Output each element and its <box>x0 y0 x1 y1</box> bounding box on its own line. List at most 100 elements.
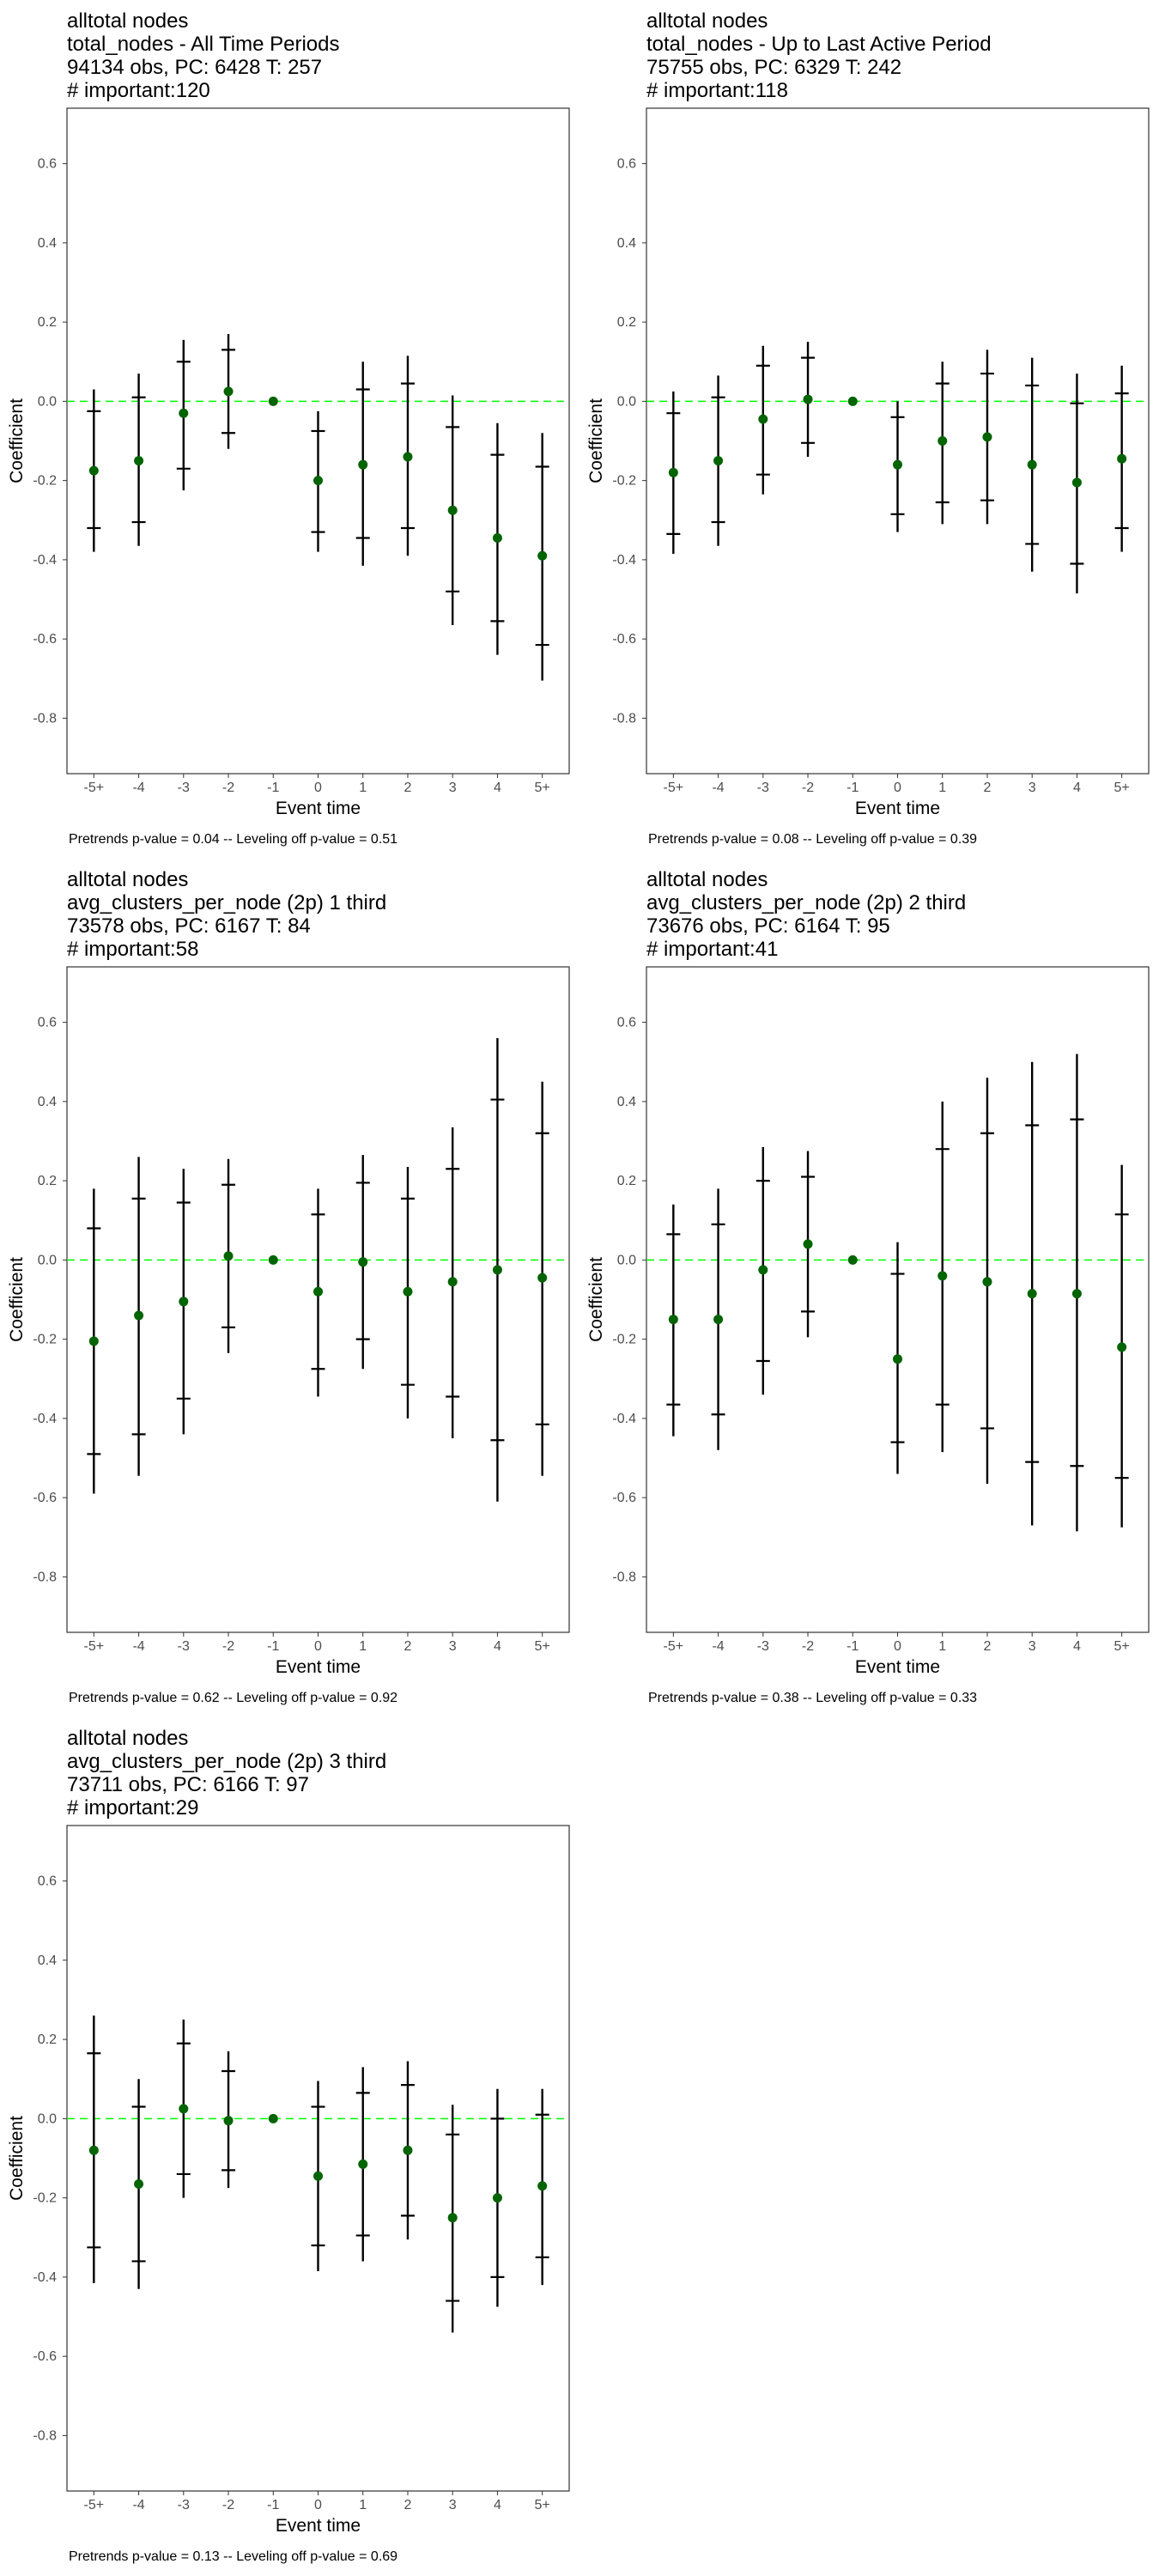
chart-title-line: # important:120 <box>67 79 210 102</box>
coefficient-point <box>179 1297 189 1307</box>
chart-title-line: avg_clusters_per_node (2p) 2 third <box>646 891 966 914</box>
coefficient-point <box>1027 459 1037 470</box>
chart-title-line: 75755 obs, PC: 6329 T: 242 <box>646 56 901 79</box>
x-tick-label: 5+ <box>535 2498 550 2512</box>
coefficient-point <box>88 2145 99 2155</box>
x-axis-title: Event time <box>276 1657 361 1677</box>
x-tick-label: 4 <box>494 2498 501 2512</box>
x-tick-label: -1 <box>846 781 859 795</box>
coefficient-point <box>358 1257 368 1267</box>
x-tick-label: -4 <box>132 2498 144 2512</box>
x-tick-label: -1 <box>846 1639 859 1654</box>
coefficient-point <box>847 1255 858 1265</box>
coefficient-point <box>223 2116 234 2126</box>
x-tick-label: -5+ <box>664 781 684 795</box>
x-tick-label: -4 <box>712 781 724 795</box>
y-tick-label: -0.2 <box>612 474 636 489</box>
y-axis-title: Coefficient <box>586 1257 606 1342</box>
chart-title-line: # important:41 <box>646 938 778 961</box>
x-tick-label: -2 <box>802 1639 814 1654</box>
chart-title-line: total_nodes - All Time Periods <box>67 33 340 56</box>
coefficient-point <box>758 1265 768 1275</box>
x-tick-label: 4 <box>494 781 501 795</box>
y-tick-label: -0.4 <box>612 1412 636 1426</box>
x-tick-label: 3 <box>1029 781 1036 795</box>
y-tick-label: 0.4 <box>38 1953 57 1968</box>
coefficient-point <box>668 467 678 477</box>
x-tick-label: 0 <box>894 1639 901 1654</box>
y-tick-label: -0.6 <box>33 632 57 647</box>
coefficient-point <box>88 465 99 476</box>
x-tick-label: 4 <box>1073 781 1081 795</box>
x-tick-label: 3 <box>449 2498 457 2512</box>
chart-title-line: # important:58 <box>67 938 198 961</box>
x-tick-label: -3 <box>178 2498 190 2512</box>
coefficient-point <box>713 1315 724 1325</box>
coefficient-point <box>134 1310 144 1321</box>
coefficient-point <box>803 394 813 404</box>
y-tick-label: -0.2 <box>33 2191 57 2206</box>
x-tick-label: 5+ <box>535 781 550 795</box>
y-tick-label: -0.8 <box>33 711 57 726</box>
coefficient-point <box>847 396 858 406</box>
x-tick-label: -1 <box>267 1639 279 1654</box>
x-tick-label: -3 <box>178 781 190 795</box>
coefficient-point <box>1071 1289 1082 1299</box>
coefficient-plot-panel: alltotal nodes avg_clusters_per_node (2p)… <box>0 859 575 1717</box>
coefficient-point <box>447 2213 458 2223</box>
coefficient-point <box>713 456 724 466</box>
x-tick-label: 2 <box>404 2498 412 2512</box>
x-tick-label: -5+ <box>84 781 105 795</box>
coefficient-point <box>403 1286 413 1297</box>
coefficient-plot-panel: alltotal nodes avg_clusters_per_node (2p)… <box>0 1717 575 2576</box>
x-tick-label: -3 <box>757 781 769 795</box>
coefficient-point <box>1117 453 1127 464</box>
x-tick-label: 1 <box>359 781 367 795</box>
x-tick-label: 4 <box>1073 1639 1081 1654</box>
chart-title-line: alltotal nodes <box>646 868 768 891</box>
coefficient-point <box>223 386 234 397</box>
y-tick-label: 0.2 <box>617 315 636 330</box>
x-axis-title: Event time <box>855 1657 940 1677</box>
y-tick-label: -0.8 <box>612 711 636 726</box>
coefficient-point <box>447 1277 458 1287</box>
coefficient-plot-panel: alltotal nodes total_nodes - All Time Per… <box>0 0 575 859</box>
x-tick-label: -1 <box>267 2498 279 2512</box>
y-tick-label: -0.8 <box>33 2428 57 2443</box>
x-tick-label: 1 <box>359 2498 367 2512</box>
x-tick-label: -5+ <box>664 1639 684 1654</box>
y-tick-label: 0.2 <box>38 2032 57 2047</box>
coefficient-point <box>758 414 768 424</box>
y-axis-title: Coefficient <box>7 398 27 483</box>
y-tick-label: -0.4 <box>33 553 57 568</box>
coefficient-point <box>179 408 189 418</box>
x-tick-label: 3 <box>449 781 457 795</box>
y-tick-label: 0.4 <box>38 1095 57 1109</box>
coefficient-point <box>893 1354 902 1364</box>
coefficient-point <box>803 1239 813 1249</box>
coefficient-point <box>537 2181 548 2191</box>
coefficient-point <box>358 2159 368 2169</box>
y-tick-label: 0.4 <box>617 236 636 251</box>
y-tick-label: 0.2 <box>38 1174 57 1188</box>
x-axis-title: Event time <box>276 799 361 818</box>
coefficient-point <box>668 1315 678 1325</box>
y-tick-label: -0.4 <box>33 2270 57 2285</box>
y-tick-label: 0.6 <box>38 157 57 172</box>
coefficient-point <box>313 1286 323 1297</box>
x-tick-label: -3 <box>178 1639 190 1654</box>
x-tick-label: 0 <box>314 1639 322 1654</box>
y-tick-label: 0.0 <box>617 394 636 409</box>
coefficient-plot-panel: alltotal nodes total_nodes - Up to Last A… <box>580 0 1155 859</box>
y-tick-label: -0.8 <box>33 1570 57 1584</box>
x-tick-label: -2 <box>222 781 234 795</box>
y-tick-label: 0.4 <box>38 236 57 251</box>
y-axis-title: Coefficient <box>7 1257 27 1342</box>
coefficient-point <box>313 2171 323 2181</box>
coefficient-point <box>982 432 992 442</box>
y-tick-label: -0.2 <box>612 1333 636 1347</box>
coefficient-point <box>134 456 144 466</box>
y-tick-label: 0.0 <box>38 1253 57 1267</box>
